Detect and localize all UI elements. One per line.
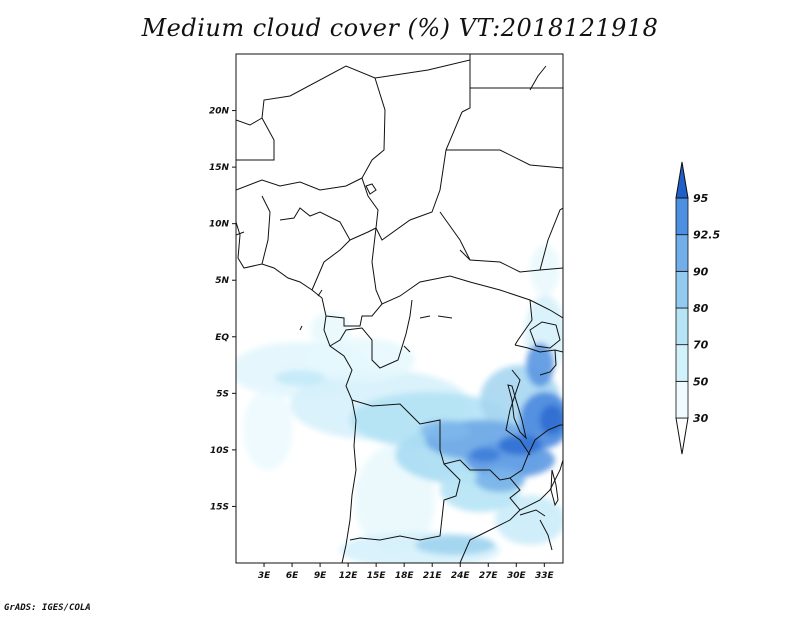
- legend-label: 92.5: [693, 229, 720, 242]
- lat-tick-label: 5N: [215, 276, 229, 286]
- legend-above-range: [675, 161, 689, 199]
- lon-tick-label: 24E: [451, 571, 471, 581]
- map-frame: [235, 53, 564, 564]
- lon-tick-label: 3E: [258, 571, 271, 581]
- lon-tick-label: 21E: [423, 571, 443, 581]
- credit-text: GrADS: IGES/COLA: [4, 603, 91, 613]
- legend-label: 30: [693, 412, 709, 425]
- lon-tick-label: 6E: [286, 571, 299, 581]
- legend-swatch: [675, 270, 689, 309]
- lon-tick-label: 15E: [367, 571, 387, 581]
- map-title: Medium cloud cover (%) VT:2018121918: [141, 14, 659, 42]
- country-borders: [236, 54, 563, 563]
- lon-tick-label: 30E: [507, 571, 527, 581]
- legend-label: 50: [693, 375, 709, 388]
- legend-below-range: [675, 417, 689, 455]
- legend-label: 80: [693, 302, 709, 315]
- latitude-axis: 20N 15N 10N 5N EQ 5S 10S 15S: [209, 107, 236, 512]
- lat-tick-label: 10N: [209, 220, 230, 230]
- lon-tick-label: 27E: [479, 571, 499, 581]
- lon-tick-label: 18E: [395, 571, 415, 581]
- color-legend: 30 50 70 80 90 92.5 95: [675, 161, 720, 455]
- legend-label: 95: [693, 192, 709, 205]
- legend-swatch: [675, 234, 689, 272]
- lon-tick-label: 9E: [314, 571, 327, 581]
- legend-label: 70: [693, 339, 709, 352]
- legend-swatch: [675, 344, 689, 382]
- lat-tick-label: 10S: [210, 446, 229, 456]
- lon-tick-label: 12E: [339, 571, 359, 581]
- lat-tick-label: EQ: [215, 333, 229, 343]
- legend-swatch: [675, 380, 689, 419]
- longitude-axis: 3E 6E 9E 12E 15E 18E 21E 24E 27E 30E 33E: [258, 563, 555, 581]
- lon-tick-label: 33E: [535, 571, 555, 581]
- legend-label: 90: [693, 265, 709, 278]
- legend-swatch: [675, 307, 689, 346]
- cloud-cover-field: [236, 245, 563, 563]
- legend-swatch: [675, 197, 689, 236]
- lat-tick-label: 20N: [209, 107, 230, 117]
- lat-tick-label: 15S: [210, 502, 229, 512]
- lat-tick-label: 5S: [216, 389, 229, 399]
- lat-tick-label: 15N: [209, 163, 230, 173]
